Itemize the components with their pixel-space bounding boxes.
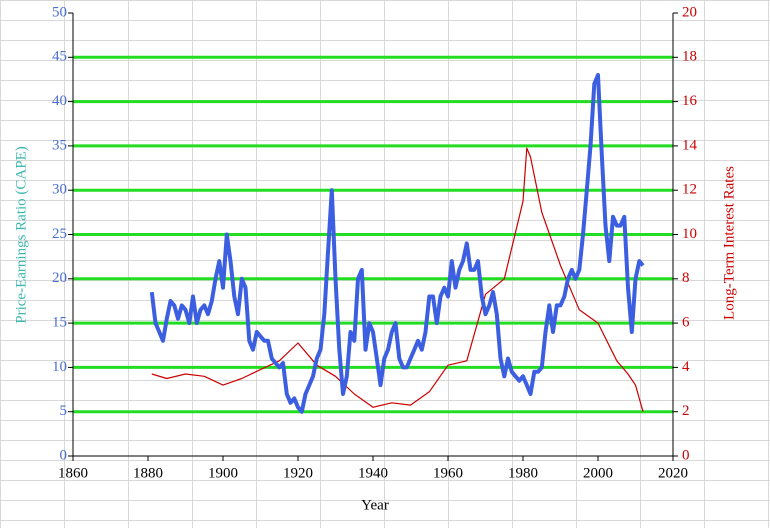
data-line: [149, 73, 645, 414]
y-tick-label: 25: [52, 226, 67, 242]
x-tick-label: 1880: [133, 465, 163, 481]
y2-tick-label: 4: [682, 359, 690, 375]
y-tick-label: 10: [52, 359, 67, 375]
y2-tick-label: 12: [682, 182, 697, 198]
y-tick-label: 45: [52, 49, 67, 65]
y-tick-label: 0: [60, 447, 68, 463]
x-axis-label: Year: [361, 497, 389, 513]
x-tick-label: 1920: [283, 465, 313, 481]
y2-tick-label: 6: [682, 315, 690, 331]
y-tick-label: 50: [52, 4, 67, 20]
y2-tick-label: 2: [682, 403, 690, 419]
y2-tick-label: 14: [682, 137, 698, 153]
x-tick-label: 1900: [208, 465, 238, 481]
x-tick-label: 1980: [508, 465, 538, 481]
y-tick-label: 15: [52, 315, 67, 331]
y-tick-label: 20: [52, 270, 67, 286]
x-tick-label: 2000: [583, 465, 613, 481]
y-tick-label: 40: [52, 93, 67, 109]
y-tick-label: 5: [60, 403, 68, 419]
y-tick-label: 30: [52, 182, 67, 198]
y2-tick-label: 10: [682, 226, 697, 242]
y2-tick-label: 16: [682, 93, 698, 109]
y-tick-label: 35: [52, 137, 67, 153]
x-tick-label: 1860: [58, 465, 88, 481]
y2-tick-label: 20: [682, 4, 697, 20]
y2-tick-label: 18: [682, 49, 697, 65]
x-tick-label: 1960: [433, 465, 463, 481]
data-line: [151, 147, 644, 412]
y-axis-label: Price-Earnings Ratio (CAPE): [13, 146, 29, 323]
y2-axis-label: Long-Term Interest Rates: [721, 166, 737, 320]
y2-tick-label: 0: [682, 447, 690, 463]
x-tick-label: 1940: [358, 465, 388, 481]
y2-tick-label: 8: [682, 270, 690, 286]
x-tick-label: 2020: [658, 465, 688, 481]
